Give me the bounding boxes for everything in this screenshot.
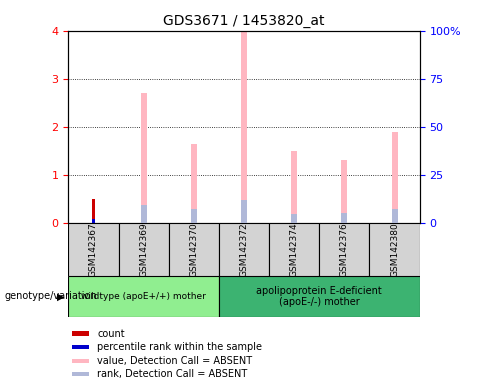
Text: GSM142369: GSM142369: [139, 222, 148, 277]
Bar: [219, 223, 269, 276]
Bar: [391, 209, 398, 223]
Bar: [92, 219, 95, 223]
Bar: [191, 144, 197, 223]
Bar: [119, 223, 169, 276]
Text: ▶: ▶: [57, 291, 65, 301]
Bar: [72, 372, 89, 376]
Text: count: count: [97, 329, 124, 339]
Text: percentile rank within the sample: percentile rank within the sample: [97, 342, 262, 352]
Text: GSM142380: GSM142380: [390, 222, 399, 277]
Bar: [369, 223, 420, 276]
Bar: [241, 200, 247, 223]
Bar: [342, 213, 347, 223]
Bar: [68, 223, 119, 276]
Bar: [342, 161, 347, 223]
Bar: [72, 331, 89, 336]
Text: GSM142372: GSM142372: [240, 222, 248, 277]
Bar: [141, 93, 146, 223]
Bar: [191, 209, 197, 223]
Title: GDS3671 / 1453820_at: GDS3671 / 1453820_at: [163, 14, 325, 28]
Text: apolipoprotein E-deficient
(apoE-/-) mother: apolipoprotein E-deficient (apoE-/-) mot…: [256, 286, 382, 308]
Bar: [319, 223, 369, 276]
Text: wildtype (apoE+/+) mother: wildtype (apoE+/+) mother: [81, 292, 206, 301]
Bar: [72, 359, 89, 363]
Bar: [391, 131, 398, 223]
Bar: [291, 151, 297, 223]
Text: GSM142374: GSM142374: [290, 222, 299, 277]
Text: GSM142376: GSM142376: [340, 222, 349, 277]
Text: GSM142370: GSM142370: [189, 222, 198, 277]
Text: GSM142367: GSM142367: [89, 222, 98, 277]
Bar: [241, 31, 247, 223]
Text: rank, Detection Call = ABSENT: rank, Detection Call = ABSENT: [97, 369, 247, 379]
Bar: [92, 199, 95, 223]
Bar: [169, 223, 219, 276]
Text: value, Detection Call = ABSENT: value, Detection Call = ABSENT: [97, 356, 252, 366]
Bar: [68, 276, 219, 317]
Bar: [269, 223, 319, 276]
Bar: [141, 205, 146, 223]
Bar: [291, 214, 297, 223]
Bar: [219, 276, 420, 317]
Bar: [72, 345, 89, 349]
Text: genotype/variation: genotype/variation: [5, 291, 98, 301]
